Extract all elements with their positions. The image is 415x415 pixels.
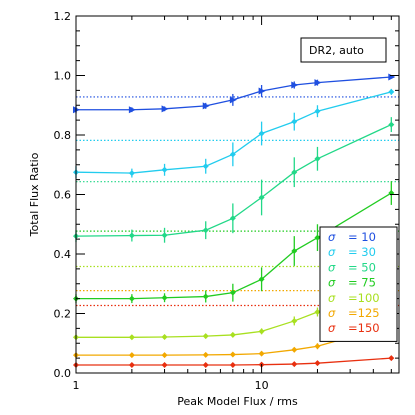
data-point bbox=[161, 334, 168, 341]
data-point bbox=[128, 232, 135, 239]
legend-symbol: σ bbox=[328, 306, 336, 320]
data-point bbox=[229, 96, 237, 104]
y-axis-title: Total Flux Ratio bbox=[28, 152, 41, 237]
data-point bbox=[229, 289, 236, 296]
data-point bbox=[161, 232, 168, 239]
data-point bbox=[202, 293, 209, 300]
data-point bbox=[314, 79, 322, 87]
data-point bbox=[202, 361, 209, 368]
data-point bbox=[161, 105, 169, 113]
legend-label: = 50 bbox=[348, 260, 376, 274]
legend-label: =100 bbox=[348, 291, 380, 305]
data-point bbox=[291, 317, 298, 324]
data-point bbox=[258, 130, 265, 137]
y-tick-label: 0.2 bbox=[54, 308, 72, 321]
data-point bbox=[258, 194, 265, 201]
data-point bbox=[161, 352, 168, 359]
series-line bbox=[75, 91, 392, 174]
data-point bbox=[128, 170, 135, 177]
data-point bbox=[388, 190, 395, 197]
data-point bbox=[128, 295, 135, 302]
data-point bbox=[314, 155, 321, 162]
legend-box bbox=[319, 226, 398, 342]
legend-symbol: σ bbox=[328, 260, 336, 274]
data-point bbox=[202, 351, 209, 358]
data-point bbox=[291, 361, 298, 368]
legend-symbol: σ bbox=[328, 276, 336, 290]
legend-label: = 75 bbox=[348, 276, 376, 290]
data-point bbox=[258, 276, 265, 283]
data-point bbox=[229, 331, 236, 338]
legend-symbol: σ bbox=[328, 321, 336, 335]
data-point bbox=[314, 343, 321, 350]
data-point bbox=[314, 108, 321, 115]
data-point bbox=[291, 169, 298, 176]
legend: σ = 10 σ = 30 σ = 50 σ = 75 σ =100 σ =125 σ =150 bbox=[319, 226, 398, 342]
y-tick-label: 1.2 bbox=[54, 10, 72, 23]
y-tick-label: 1.0 bbox=[54, 70, 72, 83]
data-point bbox=[388, 73, 396, 81]
data-point bbox=[202, 163, 209, 170]
annotation-text: DR2, auto bbox=[309, 44, 364, 57]
legend-label: = 30 bbox=[348, 245, 376, 259]
data-point bbox=[291, 248, 298, 255]
data-point bbox=[388, 88, 395, 95]
data-point bbox=[161, 294, 168, 301]
x-tick-label: 10 bbox=[255, 379, 269, 392]
legend-label: =150 bbox=[348, 321, 380, 335]
legend-label: = 10 bbox=[348, 230, 376, 244]
data-point bbox=[258, 350, 265, 357]
data-point bbox=[202, 102, 210, 110]
x-tick-label: 1 bbox=[73, 379, 80, 392]
data-point bbox=[314, 234, 321, 241]
series bbox=[73, 73, 396, 114]
data-point bbox=[258, 87, 266, 95]
series bbox=[73, 355, 395, 368]
axes: 0.0 0.2 0.4 0.6 0.8 1.0 1.2 1 10 bbox=[54, 10, 399, 392]
data-point bbox=[314, 309, 321, 316]
legend-label: =125 bbox=[348, 306, 380, 320]
y-tick-label: 0.6 bbox=[54, 189, 72, 202]
data-point bbox=[388, 121, 395, 128]
data-point bbox=[291, 118, 298, 125]
legend-symbol: σ bbox=[328, 291, 336, 305]
data-point bbox=[229, 361, 236, 368]
data-point bbox=[128, 106, 136, 114]
data-point bbox=[314, 360, 321, 367]
y-tick-label: 0.0 bbox=[54, 367, 72, 380]
data-point bbox=[229, 151, 236, 158]
data-point bbox=[128, 334, 135, 341]
data-point bbox=[291, 81, 299, 89]
data-point bbox=[258, 328, 265, 335]
legend-symbol: σ bbox=[328, 230, 336, 244]
data-point bbox=[229, 351, 236, 358]
data-point bbox=[128, 352, 135, 359]
legend-symbol: σ bbox=[328, 245, 336, 259]
data-point bbox=[291, 346, 298, 353]
data-point bbox=[202, 227, 209, 234]
data-point bbox=[161, 166, 168, 173]
data-point bbox=[202, 333, 209, 340]
series bbox=[73, 88, 395, 179]
y-tick-label: 0.4 bbox=[54, 248, 72, 261]
x-axis-title: Peak Model Flux / rms bbox=[177, 395, 298, 408]
series bbox=[73, 181, 395, 304]
data-point bbox=[161, 361, 168, 368]
annotation-box: DR2, auto bbox=[300, 37, 387, 63]
data-point bbox=[229, 215, 236, 222]
data-point bbox=[388, 355, 395, 362]
series bbox=[73, 117, 395, 243]
data-point bbox=[128, 361, 135, 368]
y-tick-label: 0.8 bbox=[54, 129, 72, 142]
